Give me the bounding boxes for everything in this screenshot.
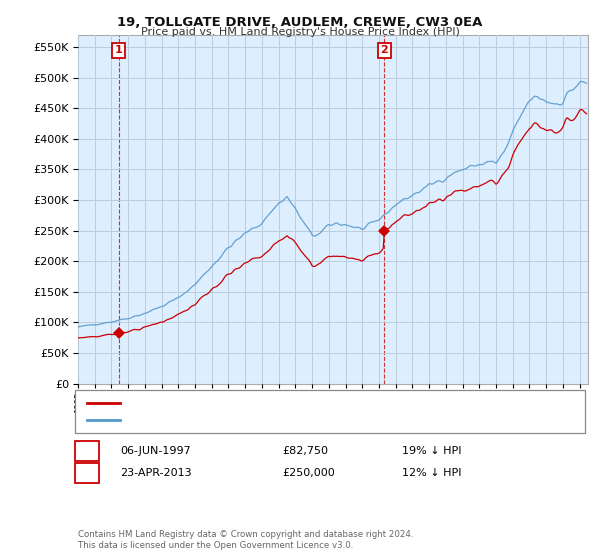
Text: 2: 2 (380, 45, 388, 55)
Text: 19, TOLLGATE DRIVE, AUDLEM, CREWE, CW3 0EA (detached house): 19, TOLLGATE DRIVE, AUDLEM, CREWE, CW3 0… (129, 398, 481, 408)
Text: 1: 1 (83, 446, 91, 456)
Text: This data is licensed under the Open Government Licence v3.0.: This data is licensed under the Open Gov… (78, 541, 353, 550)
Text: 19, TOLLGATE DRIVE, AUDLEM, CREWE, CW3 0EA: 19, TOLLGATE DRIVE, AUDLEM, CREWE, CW3 0… (118, 16, 482, 29)
Text: 2: 2 (83, 468, 91, 478)
Text: 06-JUN-1997: 06-JUN-1997 (120, 446, 191, 456)
Text: Price paid vs. HM Land Registry's House Price Index (HPI): Price paid vs. HM Land Registry's House … (140, 27, 460, 37)
Text: £82,750: £82,750 (282, 446, 328, 456)
Text: 12% ↓ HPI: 12% ↓ HPI (402, 468, 461, 478)
Text: 1: 1 (115, 45, 122, 55)
Text: Contains HM Land Registry data © Crown copyright and database right 2024.: Contains HM Land Registry data © Crown c… (78, 530, 413, 539)
Text: HPI: Average price, detached house, Cheshire East: HPI: Average price, detached house, Ches… (129, 415, 394, 425)
Text: 23-APR-2013: 23-APR-2013 (120, 468, 191, 478)
Text: 19% ↓ HPI: 19% ↓ HPI (402, 446, 461, 456)
Text: £250,000: £250,000 (282, 468, 335, 478)
